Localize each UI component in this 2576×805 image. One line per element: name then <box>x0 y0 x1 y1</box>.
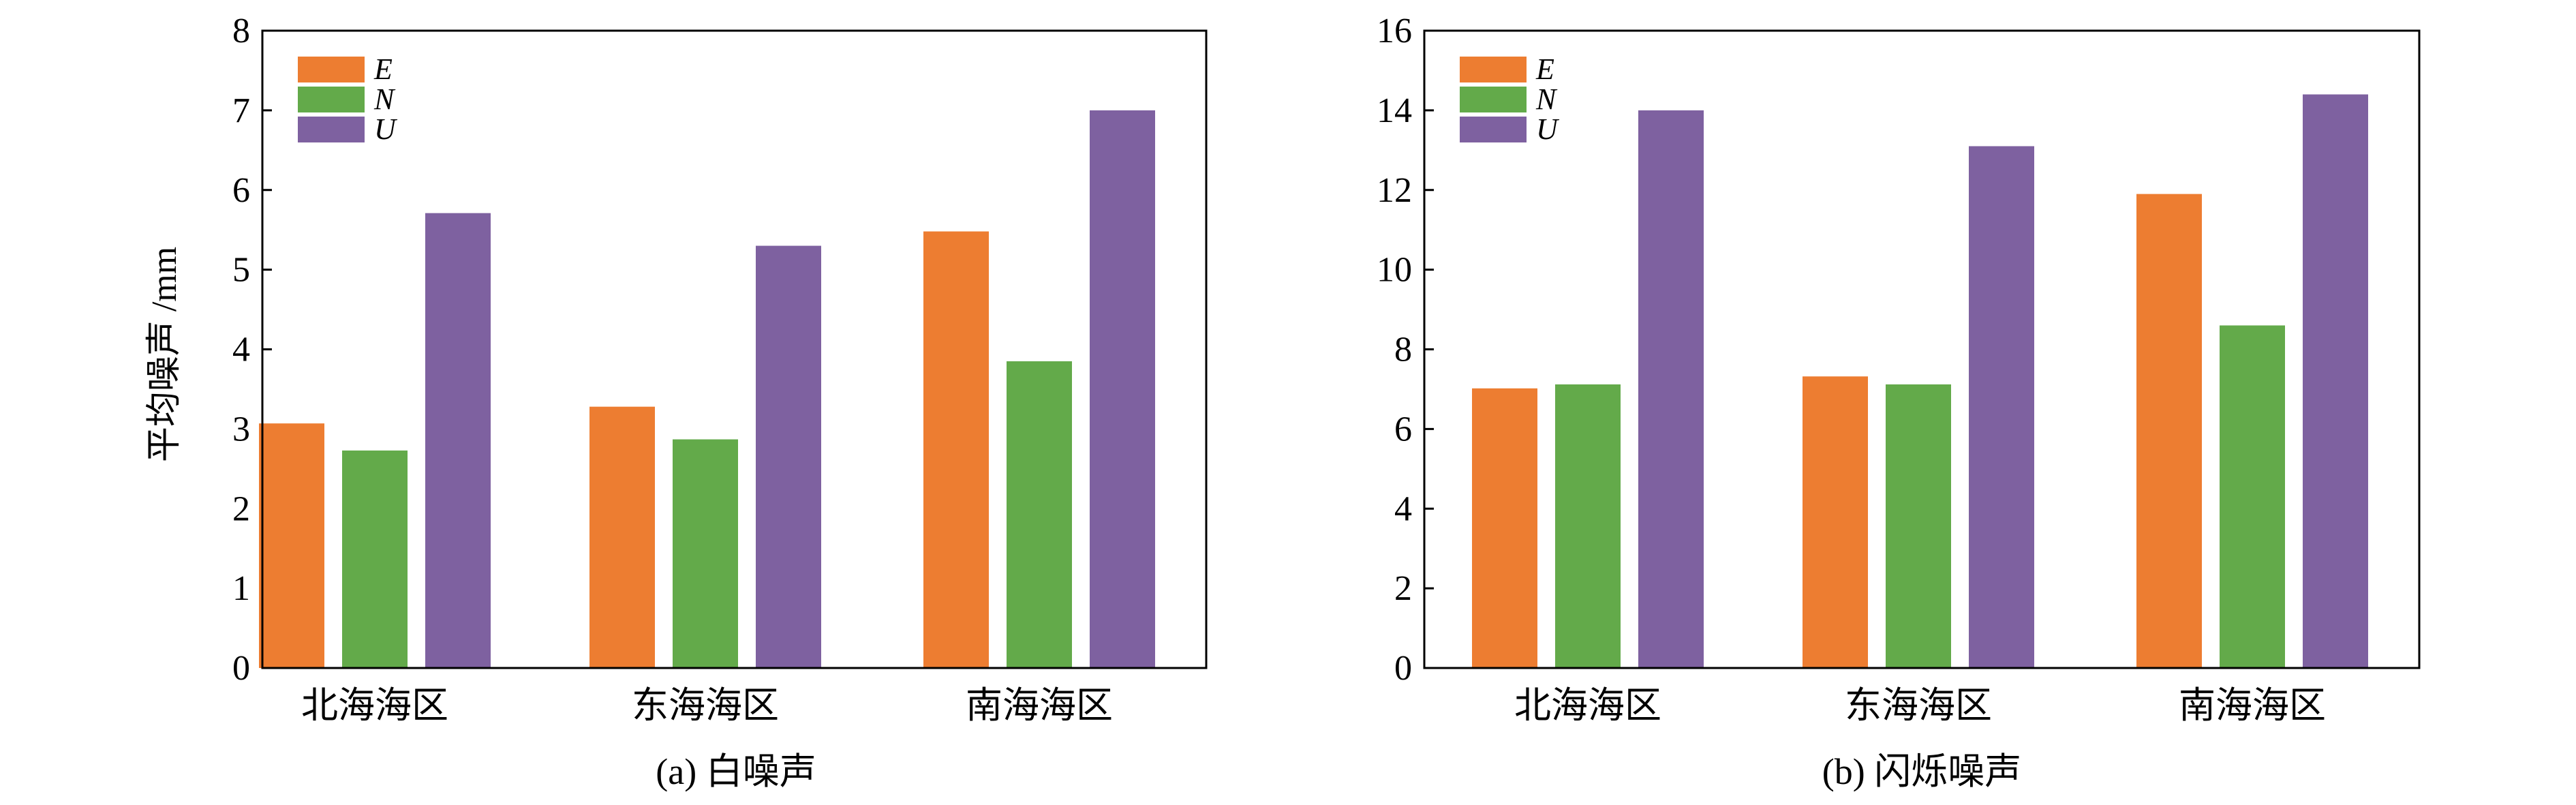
bar-u <box>756 245 821 668</box>
plot-frame <box>1423 29 2421 669</box>
x-category-label: 东海海区 <box>1845 685 1992 726</box>
y-tick-label: 7 <box>232 91 250 130</box>
caption-a: (a) 白噪声 <box>656 751 816 792</box>
y-tick-label: 8 <box>1394 331 1412 369</box>
y-tick-label: 6 <box>1394 410 1412 449</box>
bar-e <box>2136 194 2202 668</box>
y-tick-labels: 0 2 4 6 8 10 12 14 16 <box>1377 12 1434 688</box>
y-tick-label: 2 <box>232 489 250 528</box>
bar-e <box>923 231 989 668</box>
legend-swatch-n <box>298 87 365 112</box>
legend-label-e: E <box>1535 52 1554 86</box>
y-tick-label: 1 <box>232 569 250 608</box>
bars <box>1472 94 2368 668</box>
bars <box>259 110 1155 668</box>
x-category-label: 东海海区 <box>632 685 779 726</box>
bar-e <box>1472 388 1537 668</box>
y-tick-label: 6 <box>232 171 250 210</box>
bar-e <box>259 423 324 668</box>
legend-swatch-u <box>298 117 365 142</box>
legend-swatch-e <box>298 57 365 82</box>
bar-n <box>1555 384 1621 668</box>
y-tick-label: 3 <box>232 410 250 449</box>
legend-label-e: E <box>373 52 393 86</box>
legend: ENU <box>298 52 398 146</box>
legend-swatch-e <box>1460 57 1527 82</box>
bar-u <box>2303 94 2368 668</box>
bar-u <box>1638 110 1704 668</box>
bar-n <box>1886 384 1951 668</box>
plot-frame <box>261 29 1208 669</box>
legend-label-u: U <box>1536 112 1560 146</box>
legend-swatch-n <box>1460 87 1527 112</box>
bar-u <box>1090 110 1155 668</box>
x-category-labels: 北海海区 东海海区 南海海区 <box>1514 660 2326 726</box>
legend: ENU <box>1460 52 1560 146</box>
y-tick-label: 0 <box>232 649 250 688</box>
y-tick-label: 5 <box>232 251 250 290</box>
bar-e <box>589 406 655 668</box>
bar-n <box>673 439 738 668</box>
y-tick-label: 16 <box>1377 12 1412 50</box>
x-category-label: 北海海区 <box>1514 685 1661 726</box>
legend-label-n: N <box>373 82 396 116</box>
y-tick-label: 0 <box>1394 649 1412 688</box>
x-category-label: 南海海区 <box>966 685 1113 726</box>
legend-label-n: N <box>1535 82 1558 116</box>
bar-e <box>1803 376 1868 668</box>
chart-panel-b: 0 2 4 6 8 10 12 14 16 北海海区 东海海区 南海海区 ENU (b) 闪烁噪声 <box>1377 12 2421 792</box>
caption-b: (b) 闪烁噪声 <box>1822 751 2021 792</box>
bar-n <box>2220 325 2285 668</box>
y-axis-label: 平均噪声 /mm <box>145 247 184 462</box>
y-tick-label: 4 <box>1394 489 1412 528</box>
bar-n <box>1007 361 1072 668</box>
chart-panel-a: 平均噪声 /mm 0 1 2 3 4 5 6 7 8 北海海区 东海海区 南海海区 ENU (a) … <box>145 12 1208 792</box>
legend-label-u: U <box>374 112 398 146</box>
bar-u <box>425 213 491 668</box>
legend-swatch-u <box>1460 117 1527 142</box>
y-tick-label: 12 <box>1377 171 1412 210</box>
x-category-label: 北海海区 <box>301 685 448 726</box>
bar-u <box>1969 146 2034 668</box>
y-tick-label: 14 <box>1377 91 1412 130</box>
x-category-label: 南海海区 <box>2179 685 2326 726</box>
x-category-labels: 北海海区 东海海区 南海海区 <box>301 660 1113 726</box>
y-tick-label: 8 <box>232 12 250 50</box>
y-tick-label: 4 <box>232 331 250 369</box>
y-tick-label: 2 <box>1394 569 1412 608</box>
y-tick-label: 10 <box>1377 251 1412 290</box>
bar-n <box>342 450 408 668</box>
